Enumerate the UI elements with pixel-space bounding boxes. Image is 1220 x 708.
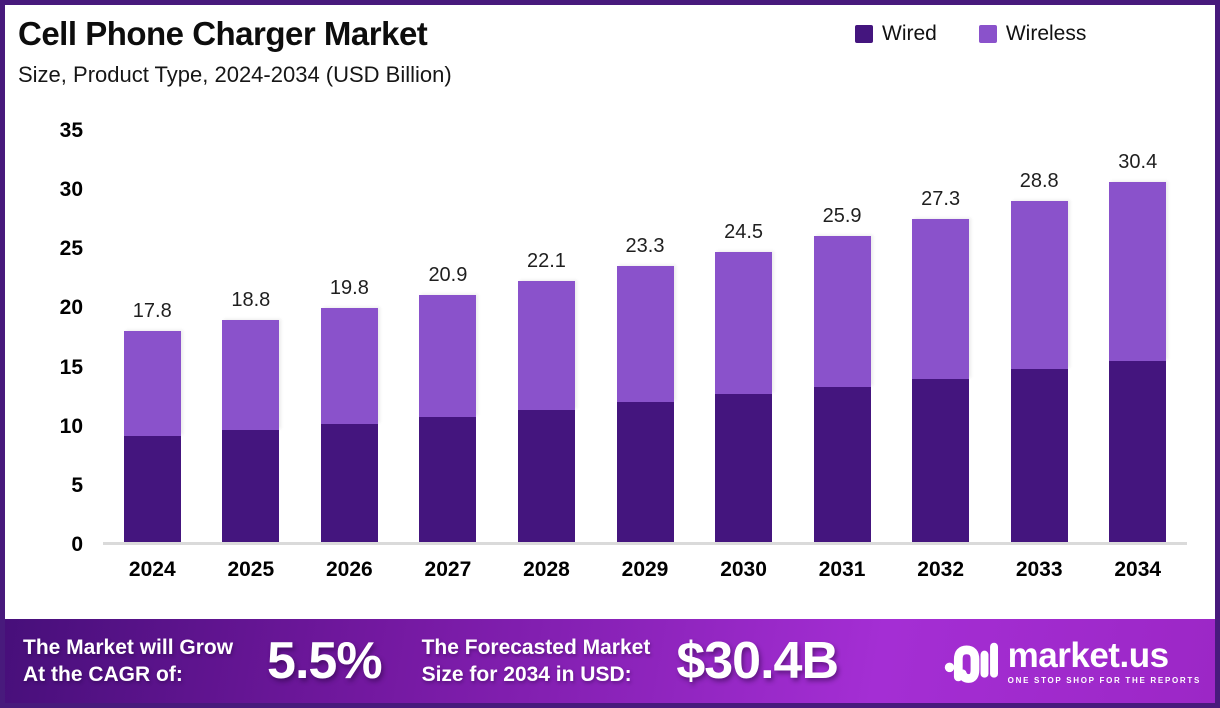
bar-column-2030: 24.5: [694, 131, 793, 542]
plot-area: 17.8 18.8 19.8 20.9 22.1 23.3 24.5 25.9 27.3 28.8…: [103, 131, 1187, 545]
x-axis-label: 2026: [326, 558, 373, 581]
bar-segment-wired: [222, 429, 280, 542]
bar-column-2026: 19.8: [300, 131, 399, 542]
bar-total-label: 24.5: [724, 221, 764, 244]
bar-column-2025: 18.8: [202, 131, 301, 542]
bar-segment-wired: [320, 423, 378, 542]
bar-segment-wired: [517, 409, 575, 542]
forecast-value: $30.4B: [676, 632, 839, 690]
bar-segment-wired: [1010, 369, 1068, 542]
bar-column-2028: 22.1: [497, 131, 596, 542]
bar-segment-wireless: [222, 319, 280, 430]
bar-column-2033: 28.8: [990, 131, 1089, 542]
bar-total-label: 20.9: [428, 263, 468, 286]
brand-name: market.us: [1007, 635, 1169, 675]
page-title: Cell Phone Charger Market: [18, 15, 428, 52]
y-axis-label: 20: [59, 296, 83, 320]
cagr-label: The Market will Grow At the CAGR of:: [23, 634, 233, 689]
bar-total-label: 25.9: [822, 204, 862, 227]
x-axis-label: 2029: [621, 558, 669, 581]
bar-total-label: 23.3: [625, 235, 665, 258]
bar-segment-wireless: [1109, 182, 1167, 362]
y-axis-label: 30: [59, 178, 83, 202]
bar-total-label: 17.8: [132, 300, 172, 323]
y-axis-label: 5: [71, 473, 83, 497]
brand-text: market.us ONE STOP SHOP FOR THE REPORTS: [1008, 638, 1201, 685]
x-axis-label: 2025: [227, 558, 275, 581]
x-axis-label: 2024: [128, 558, 176, 581]
y-axis-label: 15: [59, 355, 83, 379]
bar-column-2032: 27.3: [891, 131, 990, 542]
bar-total-label: 28.8: [1019, 170, 1059, 193]
bar-segment-wireless: [1010, 201, 1068, 370]
bar-segment-wired: [616, 402, 674, 542]
legend-item-wired: Wired: [855, 22, 937, 46]
bar-column-2034: 30.4: [1088, 131, 1187, 542]
marketus-logo: market.us ONE STOP SHOP FOR THE REPORTS: [944, 636, 1201, 686]
bar-segment-wireless: [912, 219, 970, 379]
bar-total-label: 30.4: [1118, 151, 1158, 174]
bar-segment-wireless: [616, 266, 674, 403]
bar-segment-wireless: [813, 235, 871, 388]
x-axis-label: 2031: [818, 558, 866, 581]
x-axis-label: 2027: [424, 558, 472, 581]
bar-segment-wireless: [320, 307, 378, 424]
x-axis-label: 2033: [1015, 558, 1063, 581]
header: Cell Phone Charger Market Size, Product …: [18, 15, 452, 88]
legend-swatch: [978, 25, 997, 43]
x-axis-label: 2028: [523, 558, 570, 581]
bar-total-label: 18.8: [231, 288, 271, 311]
bar-segment-wired: [715, 394, 773, 542]
bar-total-label: 19.8: [329, 276, 369, 299]
chart-subtitle: Size, Product Type, 2024-2034 (USD Billi…: [18, 61, 452, 87]
bar-segment-wireless: [517, 280, 575, 410]
bar-column-2029: 23.3: [596, 131, 695, 542]
bar-column-2024: 17.8: [103, 131, 202, 542]
forecast-label-line1: The Forecasted Market: [421, 635, 651, 659]
forecast-label-line2: Size for 2034 in USD:: [421, 663, 632, 686]
forecast-label: The Forecasted Market Size for 2034 in U…: [422, 634, 651, 689]
x-axis: 2024 2025 2026 2027 2028 2029 2030 2031 2032 2033…: [103, 558, 1187, 582]
bar-segment-wired: [123, 435, 181, 542]
legend-item-wireless: Wireless: [978, 22, 1087, 46]
y-axis-label: 10: [59, 414, 83, 438]
legend-label: Wireless: [1005, 22, 1087, 45]
chart-legend: Wired Wireless: [855, 22, 1086, 46]
bar-column-2027: 20.9: [399, 131, 498, 542]
legend-swatch: [855, 25, 873, 43]
y-axis-label: 35: [59, 119, 83, 142]
cagr-value: 5.5%: [267, 632, 383, 690]
y-axis-label: 0: [71, 533, 83, 556]
bar-segment-wired: [813, 387, 871, 542]
x-axis-label: 2034: [1114, 558, 1162, 581]
y-axis-label: 25: [59, 237, 83, 261]
brand-tagline: ONE STOP SHOP FOR THE REPORTS: [1007, 675, 1201, 685]
bar-segment-wired: [1109, 361, 1167, 542]
bar-total-label: 27.3: [921, 188, 961, 211]
legend-label: Wired: [882, 22, 937, 45]
cagr-label-line2: At the CAGR of:: [23, 663, 183, 686]
bar-column-2031: 25.9: [793, 131, 892, 542]
bar-segment-wireless: [419, 294, 477, 417]
x-axis-label: 2032: [917, 558, 964, 581]
bar-segment-wireless: [123, 331, 181, 436]
bar-segment-wireless: [715, 252, 773, 395]
footer-banner: The Market will Grow At the CAGR of: 5.5…: [5, 619, 1215, 703]
y-axis: 0 5 10 15 20 25 30 35: [5, 119, 87, 556]
bar-total-label: 22.1: [526, 249, 566, 272]
bar-segment-wired: [419, 416, 477, 542]
cagr-label-line1: The Market will Grow: [23, 635, 234, 659]
marketus-wave-icon: [944, 642, 998, 683]
bar-segment-wired: [912, 378, 970, 542]
x-axis-label: 2030: [720, 558, 767, 581]
